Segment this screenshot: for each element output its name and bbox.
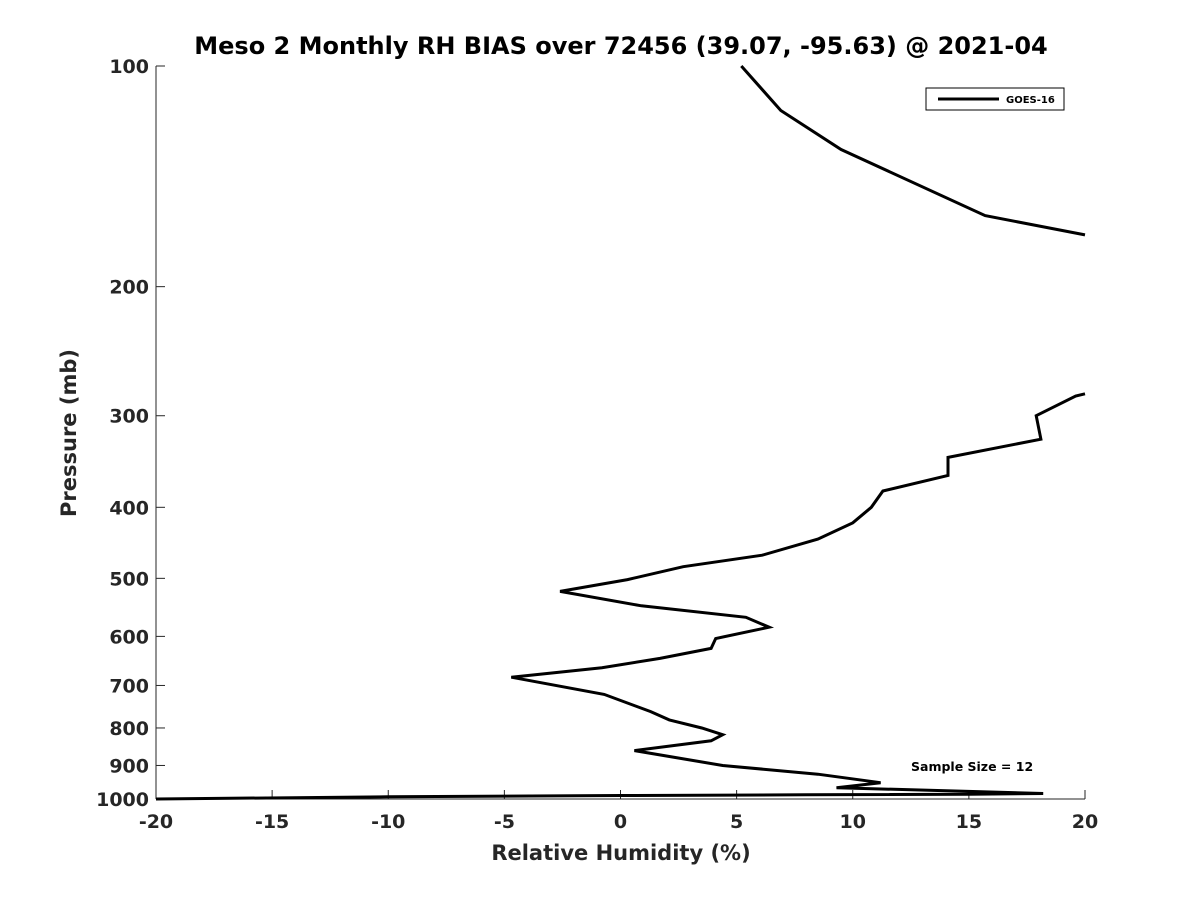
y-tick-label: 600 — [109, 626, 149, 648]
series-line-goes-16 — [740, 65, 1086, 237]
series-line-goes-16 — [155, 392, 1086, 801]
x-tick-label: 5 — [730, 811, 743, 833]
y-tick-label: 700 — [109, 675, 149, 697]
sample-size-annotation: Sample Size = 12 — [911, 759, 1033, 774]
x-tick-label: 10 — [840, 811, 866, 833]
y-axis-label: Pressure (mb) — [57, 349, 81, 517]
x-tick-label: -15 — [255, 811, 289, 833]
y-tick-label: 400 — [109, 497, 149, 519]
y-tick-label: 100 — [109, 56, 149, 78]
y-tick-label: 300 — [109, 406, 149, 428]
x-tick-label: -5 — [494, 811, 515, 833]
x-axis-ticks: -20 -15 -10 -5 0 5 10 15 20 — [139, 790, 1098, 833]
legend-label-goes-16: GOES-16 — [1006, 95, 1055, 106]
x-axis-label: Relative Humidity (%) — [491, 841, 750, 865]
y-tick-label: 500 — [109, 568, 149, 590]
legend: GOES-16 — [925, 87, 1065, 111]
x-tick-label: 20 — [1072, 811, 1098, 833]
x-tick-label: -20 — [139, 811, 173, 833]
y-axis-ticks: 100 200 300 400 500 600 700 800 900 1000 — [96, 56, 165, 811]
y-tick-label: 1000 — [96, 789, 149, 811]
chart-title: Meso 2 Monthly RH BIAS over 72456 (39.07… — [194, 32, 1047, 60]
y-tick-label: 200 — [109, 277, 149, 299]
x-tick-label: -10 — [371, 811, 405, 833]
x-tick-label: 15 — [956, 811, 982, 833]
series-layer — [155, 65, 1086, 801]
y-tick-label: 900 — [109, 755, 149, 777]
y-tick-label: 800 — [109, 718, 149, 740]
x-tick-label: 0 — [614, 811, 627, 833]
